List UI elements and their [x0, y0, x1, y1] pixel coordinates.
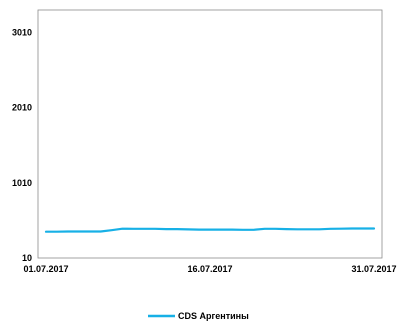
- y-tick-label: 10: [22, 253, 32, 263]
- series-line: [44, 227, 376, 233]
- y-tick-label: 1010: [12, 178, 32, 188]
- plot-area-frame: [37, 9, 383, 259]
- legend-label: CDS Аргентины: [178, 311, 249, 321]
- y-tick-label: 3010: [12, 28, 32, 38]
- y-tick-label: 2010: [12, 103, 32, 113]
- x-tick-label: 01.07.2017: [23, 264, 68, 274]
- legend: CDS Аргентины: [148, 311, 249, 321]
- x-axis: 01.07.2017 16.07.2017 31.07.2017: [23, 264, 396, 274]
- series-layer: [44, 227, 376, 233]
- x-tick-label: 16.07.2017: [187, 264, 232, 274]
- x-tick-label: 31.07.2017: [351, 264, 396, 274]
